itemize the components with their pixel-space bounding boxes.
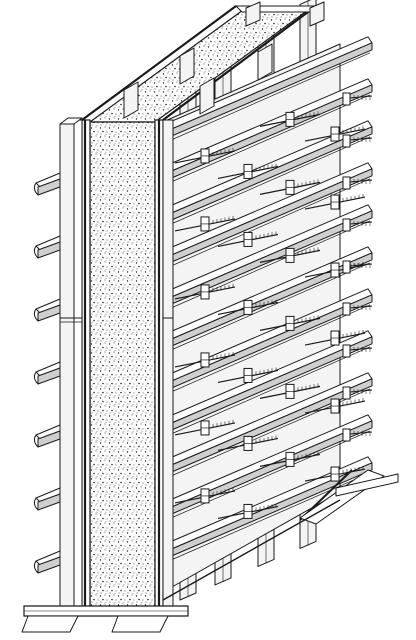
horizontal-wale-lip-7	[161, 304, 371, 397]
left-wale-face-1	[37, 178, 61, 196]
tie-end-plate-7	[342, 386, 351, 400]
horizontal-wale-lip-6	[161, 262, 371, 355]
horizontal-wale-lip-11	[161, 472, 371, 565]
tie-end-rod-2	[349, 179, 373, 183]
horizontal-wale-lip-5	[161, 220, 371, 313]
left-stud-top	[59, 117, 83, 125]
right-stud-section	[162, 119, 174, 611]
top-stud-3	[199, 77, 215, 115]
tie-end-plate-6	[342, 344, 351, 358]
form-top-edge-right	[162, 5, 317, 121]
form-bottom-edge	[162, 499, 341, 601]
horizontal-wale-lip-1	[161, 52, 371, 145]
tie-end-rod-6	[349, 347, 373, 351]
top-stud-4	[257, 43, 273, 81]
tie-end-plate-8	[342, 428, 351, 442]
tie-end-rod-5	[349, 305, 373, 309]
tie-end-rod-3	[349, 221, 373, 225]
tie-end-rod-0	[349, 95, 373, 99]
left-wale-face-5	[37, 430, 61, 448]
horizontal-wale-lip-8	[161, 346, 371, 439]
left-wale-lip-5	[33, 434, 39, 448]
top-stud-1	[123, 81, 139, 119]
horizontal-wale-lip-2	[161, 94, 371, 187]
top-stud-stub-1	[245, 1, 261, 27]
horizontal-wale-lip-10	[161, 430, 371, 523]
tie-end-rod-4	[349, 263, 373, 267]
tie-end-rod-1	[349, 137, 373, 141]
tie-end-plate-4	[342, 260, 351, 274]
base-sill-left	[21, 615, 79, 633]
left-wale-face-2	[37, 241, 61, 259]
base-sill-right	[111, 615, 169, 633]
right-base-plank	[335, 473, 399, 497]
concrete-wall-core	[89, 121, 156, 609]
tie-end-plate-2	[342, 176, 351, 190]
left-wale-face-6	[37, 493, 61, 511]
left-wale-lip-6	[33, 497, 39, 511]
top-stud-2	[179, 47, 195, 85]
tie-end-plate-1	[342, 134, 351, 148]
left-wale-face-3	[37, 304, 61, 322]
left-stud-inner	[73, 119, 83, 611]
left-wale-lip-2	[33, 245, 39, 259]
left-wale-face-7	[37, 556, 61, 574]
tie-end-plate-5	[342, 302, 351, 316]
left-stud-outer	[59, 123, 75, 611]
left-wale-lip-1	[33, 182, 39, 196]
horizontal-wale-lip-4	[161, 178, 371, 271]
tie-end-plate-3	[342, 218, 351, 232]
horizontal-wale-lip-3	[161, 136, 371, 229]
left-wale-face-4	[37, 367, 61, 385]
left-wale-lip-3	[33, 308, 39, 322]
top-stud-stub-2	[309, 1, 325, 27]
form-top-edge-left	[81, 5, 237, 121]
left-wale-lip-7	[33, 560, 39, 574]
tie-end-plate-0	[342, 92, 351, 106]
tie-end-rod-8	[349, 431, 373, 435]
left-wale-lip-4	[33, 371, 39, 385]
tie-end-rod-7	[349, 389, 373, 393]
